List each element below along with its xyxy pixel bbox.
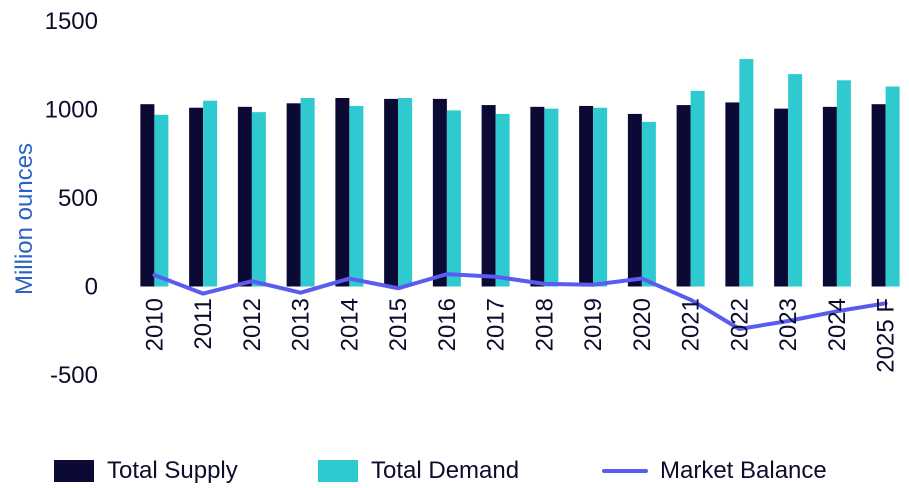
x-tick-label: 2013 — [288, 298, 315, 351]
legend-line-market-balance — [602, 469, 648, 473]
bar-total-demand-2010 — [154, 115, 168, 287]
x-tick-label: 2014 — [336, 298, 363, 351]
bar-total-supply-2023 — [774, 109, 788, 287]
bar-total-supply-2011 — [189, 108, 203, 287]
bar-total-demand-2015 — [398, 98, 412, 287]
bar-total-supply-2019 — [579, 106, 593, 287]
x-axis-ticks: 2010 2011 2012 2013 2014 2015 2016 2017 2018 2019… — [141, 298, 899, 373]
bar-total-supply-2017 — [482, 105, 496, 286]
x-tick-label: 2020 — [629, 298, 656, 351]
x-tick-label: 2024 — [824, 298, 851, 351]
x-tick-label: 2011 — [190, 298, 217, 350]
y-axis-label: Million ounces — [11, 143, 38, 295]
y-tick-label: 500 — [58, 185, 98, 212]
bar-total-supply-2021 — [677, 105, 691, 286]
bar-total-supply-2025-f — [872, 104, 886, 286]
bar-total-demand-2021 — [691, 91, 705, 287]
bar-total-demand-2017 — [496, 114, 510, 287]
x-tick-label: 2010 — [141, 298, 168, 351]
x-tick-label: 2021 — [678, 298, 705, 351]
y-tick-label: 1000 — [45, 97, 98, 124]
legend-label-market-balance: Market Balance — [660, 457, 827, 485]
x-tick-label: 2017 — [483, 298, 510, 351]
y-tick-label: -500 — [50, 362, 98, 389]
bar-total-demand-2013 — [301, 98, 315, 287]
x-tick-label: 2018 — [531, 298, 558, 351]
legend-item-total-supply: Total Supply — [54, 456, 238, 486]
bars — [140, 59, 899, 286]
bar-total-supply-2012 — [238, 107, 252, 287]
y-tick-label: 0 — [85, 274, 98, 301]
x-tick-label: 2019 — [580, 298, 607, 351]
bar-total-demand-2014 — [349, 106, 363, 287]
legend-swatch-total-supply — [54, 460, 94, 482]
bar-total-supply-2020 — [628, 114, 642, 287]
bar-total-supply-2015 — [384, 99, 398, 287]
bar-total-demand-2020 — [642, 122, 656, 287]
legend-label-total-supply: Total Supply — [107, 457, 238, 485]
legend-item-market-balance: Market Balance — [602, 456, 827, 486]
bar-total-supply-2018 — [530, 107, 544, 287]
legend-label-total-demand: Total Demand — [371, 457, 519, 485]
x-tick-label: 2022 — [726, 298, 753, 351]
bar-total-supply-2022 — [725, 102, 739, 286]
y-axis-ticks: 1500 1000 500 0 -500 — [45, 8, 98, 389]
chart: 1500 1000 500 0 -500 Million ounces 2010 2011… — [0, 0, 909, 450]
bar-total-demand-2022 — [739, 59, 753, 286]
legend-swatch-total-demand — [318, 460, 358, 482]
legend-item-total-demand: Total Demand — [318, 456, 519, 486]
y-tick-label: 1500 — [45, 8, 98, 35]
x-tick-label: 2015 — [385, 298, 412, 351]
x-tick-label: 2016 — [434, 298, 461, 351]
bar-total-demand-2024 — [837, 80, 851, 286]
bar-total-demand-2016 — [447, 110, 461, 286]
bar-total-supply-2024 — [823, 107, 837, 287]
x-tick-label: 2025 F — [873, 298, 900, 373]
bar-total-supply-2010 — [140, 104, 154, 286]
bar-total-supply-2013 — [287, 103, 301, 286]
x-tick-label: 2012 — [239, 298, 266, 351]
bar-total-demand-2025-f — [886, 86, 900, 286]
x-tick-label: 2023 — [775, 298, 802, 351]
bar-total-demand-2012 — [252, 112, 266, 286]
legend: Total Supply Total Demand Market Balance — [0, 448, 909, 488]
bar-total-supply-2016 — [433, 99, 447, 287]
bar-total-supply-2014 — [335, 98, 349, 287]
bar-total-demand-2019 — [593, 108, 607, 287]
bar-total-demand-2023 — [788, 74, 802, 286]
bar-total-demand-2018 — [544, 109, 558, 287]
bar-total-demand-2011 — [203, 101, 217, 287]
